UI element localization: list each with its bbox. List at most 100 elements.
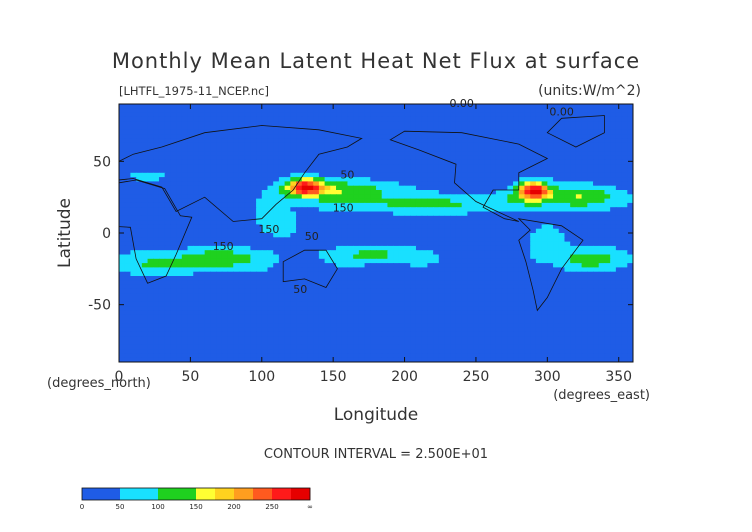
field-cell <box>490 233 497 238</box>
field-cell <box>370 194 377 200</box>
field-cell <box>398 138 406 144</box>
field-cell <box>284 331 291 337</box>
field-cell <box>119 306 126 311</box>
field-cell <box>484 228 491 234</box>
field-cell <box>170 164 177 170</box>
field-cell <box>627 177 633 182</box>
field-cell <box>198 297 206 303</box>
field-cell <box>570 177 577 182</box>
field-cell <box>164 121 171 127</box>
field-cell <box>513 159 520 165</box>
field-cell <box>318 172 326 178</box>
field-cell <box>170 134 177 139</box>
field-cell <box>370 267 377 273</box>
field-cell <box>433 288 440 294</box>
field-cell <box>627 263 633 268</box>
field-cell <box>250 224 257 230</box>
field-cell <box>398 104 406 109</box>
field-cell <box>524 254 531 260</box>
field-cell <box>313 142 320 148</box>
field-cell <box>233 228 240 234</box>
field-cell <box>490 224 497 230</box>
field-cell <box>256 129 263 135</box>
field-cell <box>530 142 537 148</box>
field-cell <box>450 181 457 187</box>
field-cell <box>341 121 349 127</box>
field-cell <box>621 228 628 234</box>
field-cell <box>301 172 309 178</box>
field-cell <box>284 228 291 234</box>
field-cell <box>244 288 251 294</box>
field-cell <box>158 284 166 290</box>
field-cell <box>627 310 633 316</box>
field-cell <box>461 297 468 303</box>
field-cell <box>147 323 154 329</box>
field-cell <box>370 215 377 221</box>
field-cell <box>273 276 280 281</box>
field-cell <box>518 142 526 148</box>
field-cell <box>444 245 451 251</box>
field-cell <box>330 134 337 139</box>
field-cell <box>330 293 337 299</box>
field-cell <box>256 284 263 290</box>
field-cell <box>604 159 611 165</box>
field-cell <box>181 288 189 294</box>
field-cell <box>250 181 257 187</box>
field-cell <box>444 323 451 329</box>
field-cell <box>193 237 200 243</box>
field-cell <box>376 254 383 260</box>
field-cell <box>541 104 548 109</box>
field-cell <box>318 280 326 286</box>
field-cell <box>341 125 349 131</box>
field-cell <box>473 220 480 225</box>
field-cell <box>273 245 280 251</box>
field-cell <box>524 220 531 225</box>
field-cell <box>495 177 503 182</box>
field-cell <box>216 327 223 333</box>
field-cell <box>381 288 389 294</box>
field-cell <box>187 215 194 221</box>
field-cell <box>233 280 240 286</box>
field-cell <box>221 198 229 204</box>
field-cell <box>358 112 366 118</box>
field-cell <box>124 340 132 346</box>
field-cell <box>610 142 617 148</box>
field-cell <box>216 241 223 247</box>
field-cell <box>438 151 446 157</box>
field-cell <box>141 108 149 114</box>
field-cell <box>450 258 457 264</box>
field-cell <box>570 297 577 303</box>
field-cell <box>290 276 297 281</box>
field-cell <box>530 280 537 286</box>
field-cell <box>147 207 154 213</box>
field-cell <box>261 121 269 127</box>
field-cell <box>501 138 508 144</box>
field-cell <box>398 181 406 187</box>
field-cell <box>553 159 560 165</box>
field-cell <box>358 293 366 299</box>
field-cell <box>158 155 166 161</box>
field-cell <box>307 327 314 333</box>
field-cell <box>353 293 360 299</box>
field-cell <box>564 280 571 286</box>
field-cell <box>404 159 411 165</box>
field-cell <box>381 125 389 131</box>
field-cell <box>553 108 560 114</box>
field-cell <box>130 121 137 127</box>
field-cell <box>541 181 548 187</box>
field-cell <box>336 116 343 122</box>
field-cell <box>455 233 463 238</box>
field-cell <box>324 327 331 333</box>
field-cell <box>558 237 566 243</box>
field-cell <box>227 142 234 148</box>
field-cell <box>341 194 349 200</box>
field-cell <box>164 280 171 286</box>
field-cell <box>415 147 423 152</box>
field-cell <box>130 301 137 307</box>
field-cell <box>158 151 166 157</box>
field-cell <box>490 245 497 251</box>
field-cell <box>210 134 217 139</box>
field-cell <box>244 245 251 251</box>
field-cell <box>210 108 217 114</box>
field-cell <box>181 177 189 182</box>
